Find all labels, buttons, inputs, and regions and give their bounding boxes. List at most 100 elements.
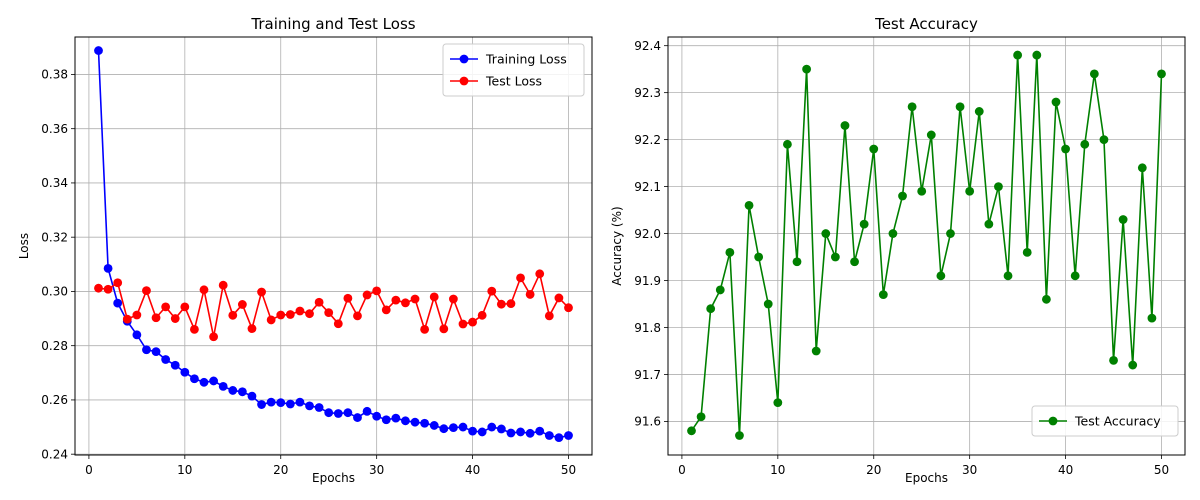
test-accuracy-point bbox=[965, 186, 975, 196]
legend-entry-training-loss: Training Loss bbox=[450, 52, 567, 67]
test-loss-point bbox=[314, 297, 324, 307]
training-loss-point bbox=[132, 330, 142, 340]
training-loss-point bbox=[496, 424, 506, 434]
test-accuracy-point bbox=[946, 229, 955, 238]
test-loss-point bbox=[333, 319, 343, 329]
test-loss-point bbox=[468, 317, 477, 327]
test-loss-point bbox=[247, 324, 257, 333]
legend-entry-test-accuracy: Test Accuracy bbox=[1039, 414, 1161, 429]
accuracy-chart-ticks: 0 10 20 30 40 50 91.6 91.7 91.8 91.9 92.0 92.1 92.2 9… bbox=[634, 39, 1169, 477]
y-tick-label: 0.34 bbox=[41, 176, 68, 190]
series-test-accuracy bbox=[687, 50, 1166, 440]
test-accuracy-point bbox=[696, 412, 706, 422]
test-accuracy-point bbox=[763, 299, 773, 309]
test-accuracy-point bbox=[1070, 271, 1080, 281]
training-loss-point bbox=[218, 381, 228, 391]
test-loss-point bbox=[554, 293, 564, 303]
y-tick-label: 91.8 bbox=[634, 321, 661, 335]
test-accuracy-point bbox=[907, 102, 917, 112]
x-tick-label: 30 bbox=[369, 463, 384, 477]
test-accuracy-point bbox=[1089, 69, 1099, 79]
loss-chart-series bbox=[94, 46, 573, 443]
test-accuracy-point bbox=[1080, 139, 1090, 149]
accuracy-chart-legend: Test Accuracy bbox=[1031, 405, 1179, 437]
test-loss-point bbox=[381, 305, 391, 315]
test-accuracy-point bbox=[840, 121, 850, 130]
training-loss-point bbox=[477, 427, 487, 437]
y-tick-label: 92.3 bbox=[634, 86, 661, 100]
test-accuracy-point bbox=[1051, 97, 1061, 107]
test-loss-point bbox=[362, 290, 372, 300]
test-accuracy-point bbox=[735, 431, 744, 440]
training-loss-point bbox=[151, 347, 161, 357]
test-accuracy-point bbox=[869, 144, 879, 154]
x-tick-label: 40 bbox=[1058, 463, 1073, 477]
test-accuracy-point bbox=[792, 257, 802, 267]
test-accuracy-point bbox=[926, 130, 936, 140]
test-loss-point bbox=[161, 302, 171, 312]
training-loss-point bbox=[401, 416, 410, 426]
test-accuracy-point bbox=[830, 252, 840, 262]
y-tick-label: 92.1 bbox=[634, 180, 661, 194]
training-loss-point bbox=[199, 377, 209, 387]
x-tick-label: 10 bbox=[770, 463, 785, 477]
test-loss-point bbox=[228, 310, 238, 320]
test-loss-point bbox=[305, 309, 314, 319]
test-loss-point bbox=[132, 310, 142, 320]
test-loss-point bbox=[142, 286, 151, 296]
test-loss-point bbox=[266, 315, 276, 325]
training-loss-point bbox=[180, 367, 190, 377]
test-loss-point bbox=[506, 299, 516, 309]
test-accuracy-point bbox=[715, 285, 725, 295]
training-loss-point bbox=[544, 431, 554, 440]
test-accuracy-point bbox=[754, 252, 764, 262]
training-loss-point bbox=[276, 398, 286, 408]
test-loss-point bbox=[324, 308, 334, 317]
test-accuracy-point bbox=[1003, 271, 1013, 281]
training-loss-point bbox=[305, 401, 314, 411]
loss-chart-legend: Training Loss Test Loss bbox=[442, 43, 585, 97]
test-accuracy-point bbox=[821, 229, 831, 238]
test-accuracy-point bbox=[1147, 313, 1157, 323]
test-loss-point bbox=[487, 286, 497, 296]
training-loss-point bbox=[391, 413, 401, 423]
test-loss-point bbox=[535, 269, 545, 279]
training-loss-point bbox=[190, 374, 199, 384]
accuracy-chart-title: Test Accuracy bbox=[874, 15, 978, 33]
test-loss-point bbox=[276, 310, 286, 320]
training-loss-point bbox=[228, 386, 238, 395]
test-loss-point bbox=[458, 319, 468, 329]
y-tick-label: 91.6 bbox=[634, 415, 661, 429]
test-loss-point bbox=[94, 283, 103, 293]
test-accuracy-point bbox=[888, 229, 898, 238]
y-tick-label: 0.38 bbox=[41, 68, 68, 82]
test-accuracy-point bbox=[1128, 360, 1138, 370]
legend-label-test-loss: Test Loss bbox=[485, 74, 542, 89]
test-loss-point bbox=[391, 295, 401, 305]
loss-chart-panel: 0 10 20 30 40 50 0.24 0.26 0.28 0.30 0.32 0.34 0.36 0… bbox=[17, 15, 593, 485]
test-accuracy-point bbox=[1041, 294, 1051, 304]
test-loss-point bbox=[180, 302, 190, 312]
test-loss-point bbox=[151, 313, 161, 323]
training-loss-point bbox=[142, 345, 151, 355]
training-loss-point bbox=[295, 397, 305, 407]
loss-legend-box bbox=[442, 43, 585, 97]
test-accuracy-point bbox=[773, 398, 783, 408]
training-loss-point bbox=[314, 403, 324, 412]
x-tick-label: 0 bbox=[85, 463, 93, 477]
y-tick-label: 0.28 bbox=[41, 339, 68, 353]
test-accuracy-point bbox=[802, 64, 812, 74]
y-tick-label: 0.32 bbox=[41, 230, 68, 244]
training-loss-point bbox=[103, 263, 113, 273]
test-accuracy-point bbox=[974, 107, 984, 116]
training-loss-point bbox=[333, 409, 343, 418]
training-loss-point bbox=[448, 423, 458, 433]
test-accuracy-point bbox=[850, 257, 859, 267]
training-loss-point bbox=[516, 427, 525, 437]
y-tick-label: 0.26 bbox=[41, 393, 68, 407]
test-accuracy-point bbox=[859, 219, 869, 229]
training-loss-point bbox=[266, 397, 276, 407]
training-loss-point bbox=[161, 355, 171, 364]
legend-swatch-marker bbox=[459, 54, 469, 64]
